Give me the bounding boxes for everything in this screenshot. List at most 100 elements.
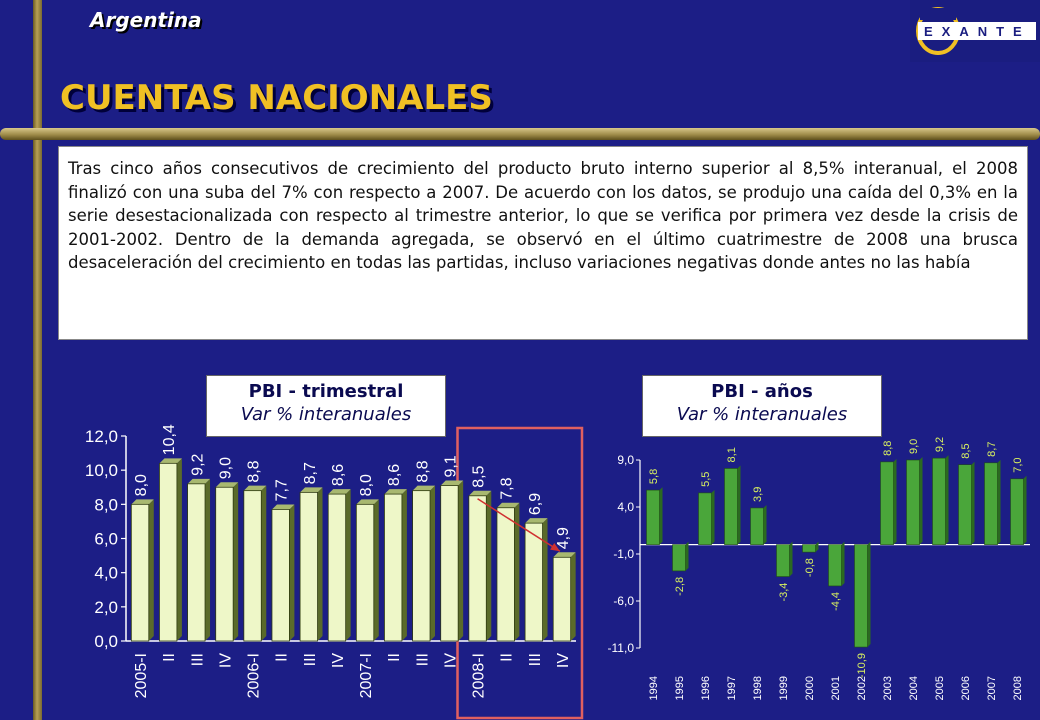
bar-side	[711, 489, 715, 545]
x-tick-label: 1999	[778, 676, 790, 700]
bar	[524, 522, 543, 642]
x-tick-label: 2005-I	[133, 653, 150, 698]
bar	[828, 544, 842, 587]
bar-top	[356, 499, 379, 505]
x-tick-label: 2008-I	[471, 653, 488, 698]
bar-side	[345, 489, 351, 641]
trend-arrow-line	[477, 498, 561, 552]
country-label: Argentina	[90, 8, 202, 32]
y-tick-label: 8,0	[94, 495, 118, 514]
data-label: 8,1	[726, 447, 738, 462]
x-tick-label: II	[161, 653, 178, 662]
bar-side	[486, 490, 492, 641]
data-label: -4,4	[830, 592, 842, 611]
y-tick-label: -6,0	[613, 594, 634, 608]
bar	[906, 459, 920, 545]
bar	[1010, 478, 1024, 545]
bar	[958, 464, 972, 545]
bar	[440, 485, 459, 642]
bar-side	[514, 502, 520, 641]
y-tick-label: 6,0	[94, 530, 118, 549]
x-tick-label: III	[302, 653, 319, 666]
y-tick-label: 4,0	[617, 500, 634, 514]
data-label: 7,8	[499, 477, 516, 499]
quarterly-gdp-chart: 0,0 2,0 4,0 6,0 8,0 10,0 12,0 8,0 2005-I 10,4 II 9,…	[85, 424, 584, 720]
x-tick-label: 1994	[648, 676, 660, 700]
x-tick-label: 1997	[726, 676, 738, 700]
data-label: 8,7	[986, 442, 998, 457]
bar	[984, 462, 998, 545]
bar-top	[412, 485, 436, 491]
bar	[672, 544, 686, 572]
data-label: 8,8	[882, 441, 894, 456]
data-label: 8,0	[358, 474, 375, 496]
data-label: 8,5	[471, 465, 488, 487]
bar	[384, 493, 403, 642]
quarterly-chart-subtitle: Var % interanuales	[240, 404, 412, 425]
bar-top	[300, 487, 323, 493]
horizontal-gold-bar	[0, 128, 1040, 140]
x-tick-label: III	[414, 653, 431, 666]
bar-side	[458, 480, 464, 641]
data-label: 3,9	[752, 487, 764, 502]
bar	[243, 490, 262, 642]
bar	[299, 491, 318, 642]
y-tick-label: -11,0	[608, 641, 635, 655]
data-label: -3,4	[778, 583, 790, 602]
data-label: 4,9	[555, 527, 572, 549]
bar-top	[159, 458, 182, 464]
data-label: 8,5	[960, 443, 972, 458]
annual-chart-title-box: PBI - años Var % interanuales	[642, 375, 882, 437]
bar-side	[685, 541, 689, 571]
bar-side	[997, 459, 1001, 545]
bar-side	[205, 478, 211, 641]
data-label: 8,0	[133, 474, 150, 496]
bar-side	[289, 504, 295, 641]
data-label: 9,0	[908, 439, 920, 454]
bar-side	[971, 461, 975, 545]
x-tick-label: III	[189, 653, 206, 666]
x-tick-label: IV	[330, 653, 347, 668]
x-tick-label: 2007-I	[358, 653, 375, 698]
bar	[271, 509, 290, 642]
vertical-gold-bar	[33, 0, 42, 720]
bar	[159, 462, 178, 642]
data-label: 10,4	[161, 424, 178, 455]
bar	[724, 468, 738, 545]
bar-side	[430, 485, 436, 641]
x-tick-label: 2006-I	[246, 653, 263, 698]
bar	[880, 461, 894, 545]
bar	[355, 503, 375, 642]
bar-side	[737, 465, 741, 545]
data-label: 9,2	[934, 437, 946, 452]
bar	[412, 490, 431, 642]
y-tick-label: 9,0	[617, 453, 634, 467]
x-tick-label: 2002	[856, 676, 868, 700]
bar-side	[261, 485, 267, 641]
data-label: 8,6	[330, 464, 347, 486]
x-tick-label: 1998	[752, 676, 764, 700]
bar-top	[328, 489, 351, 495]
x-tick-label: III	[527, 653, 544, 666]
data-label: 7,0	[1012, 458, 1024, 473]
bar-top	[468, 490, 492, 496]
bar-top	[496, 502, 520, 508]
data-label: 6,9	[527, 493, 544, 515]
bar-side	[659, 487, 663, 545]
x-tick-label: II	[499, 653, 516, 662]
data-label: 8,8	[414, 460, 431, 482]
page-title: CUENTAS NACIONALES	[60, 78, 493, 118]
bar	[327, 493, 347, 642]
bar-top	[384, 489, 407, 495]
bar-side	[373, 499, 379, 641]
x-tick-label: IV	[217, 653, 234, 668]
bar	[496, 507, 515, 642]
x-tick-label: 2003	[882, 676, 894, 700]
data-label: 8,6	[386, 464, 403, 486]
x-tick-label: 2004	[908, 676, 920, 700]
y-tick-label: 0,0	[94, 632, 118, 651]
data-label: 9,0	[217, 457, 234, 479]
y-tick-label: 10,0	[85, 461, 118, 480]
data-label: 8,8	[246, 460, 263, 482]
